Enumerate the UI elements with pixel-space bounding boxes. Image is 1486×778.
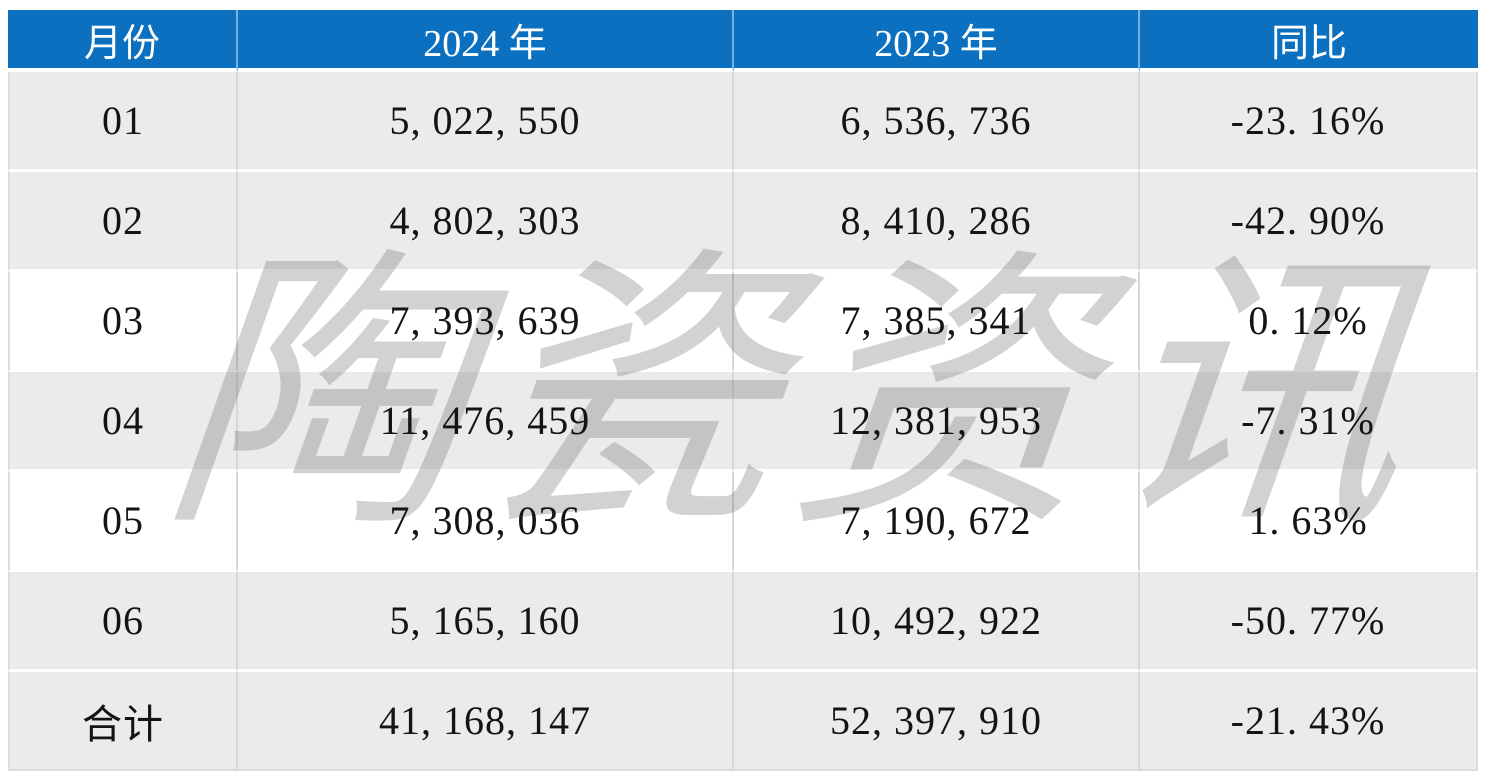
cell-2024: 5, 022, 550	[238, 72, 734, 172]
table-row: 03 7, 393, 639 7, 385, 341 0. 12%	[8, 272, 1478, 372]
cell-yoy-total: -21. 43%	[1140, 672, 1478, 771]
cell-month-total: 合计	[8, 672, 238, 771]
table-header-row: 月份 2024 年 2023 年 同比	[8, 10, 1478, 72]
cell-yoy: -42. 90%	[1140, 172, 1478, 272]
cell-2023-total: 52, 397, 910	[734, 672, 1140, 771]
cell-2023: 8, 410, 286	[734, 172, 1140, 272]
cell-2024: 11, 476, 459	[238, 372, 734, 472]
cell-2023: 7, 190, 672	[734, 472, 1140, 572]
cell-yoy: -7. 31%	[1140, 372, 1478, 472]
cell-month: 05	[8, 472, 238, 572]
table-row: 06 5, 165, 160 10, 492, 922 -50. 77%	[8, 572, 1478, 672]
cell-yoy: -23. 16%	[1140, 72, 1478, 172]
cell-yoy: 0. 12%	[1140, 272, 1478, 372]
header-yoy: 同比	[1140, 10, 1478, 72]
cell-2024: 7, 308, 036	[238, 472, 734, 572]
cell-2024: 4, 802, 303	[238, 172, 734, 272]
cell-2023: 12, 381, 953	[734, 372, 1140, 472]
table-row: 02 4, 802, 303 8, 410, 286 -42. 90%	[8, 172, 1478, 272]
cell-month: 06	[8, 572, 238, 672]
table-row: 04 11, 476, 459 12, 381, 953 -7. 31%	[8, 372, 1478, 472]
cell-2024-total: 41, 168, 147	[238, 672, 734, 771]
header-month: 月份	[8, 10, 238, 72]
cell-2024: 5, 165, 160	[238, 572, 734, 672]
cell-2023: 10, 492, 922	[734, 572, 1140, 672]
stats-table: 月份 2024 年 2023 年 同比 01 5, 022, 550 6, 53…	[8, 10, 1478, 771]
cell-month: 01	[8, 72, 238, 172]
cell-yoy: -50. 77%	[1140, 572, 1478, 672]
header-2023: 2023 年	[734, 10, 1140, 72]
cell-2023: 6, 536, 736	[734, 72, 1140, 172]
cell-month: 03	[8, 272, 238, 372]
cell-month: 02	[8, 172, 238, 272]
table-row: 05 7, 308, 036 7, 190, 672 1. 63%	[8, 472, 1478, 572]
table-row: 01 5, 022, 550 6, 536, 736 -23. 16%	[8, 72, 1478, 172]
cell-yoy: 1. 63%	[1140, 472, 1478, 572]
header-2024: 2024 年	[238, 10, 734, 72]
cell-2024: 7, 393, 639	[238, 272, 734, 372]
cell-month: 04	[8, 372, 238, 472]
table-row-total: 合计 41, 168, 147 52, 397, 910 -21. 43%	[8, 672, 1478, 771]
cell-2023: 7, 385, 341	[734, 272, 1140, 372]
